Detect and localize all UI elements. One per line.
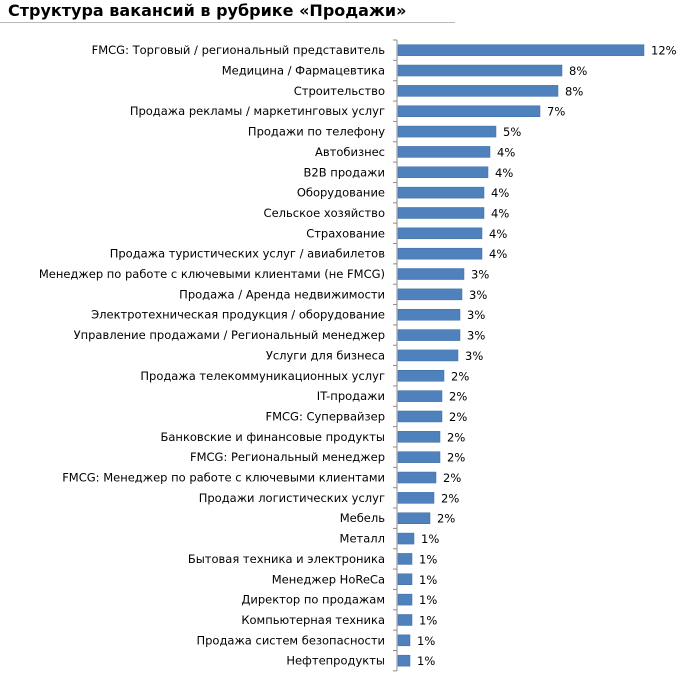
category-label: Медицина / Фармацевтика: [222, 64, 385, 78]
chart-title: Структура вакансий в рубрике «Продажи»: [8, 1, 407, 20]
value-label: 2%: [437, 512, 455, 526]
category-label: IT-продажи: [317, 389, 385, 403]
value-label: 3%: [467, 308, 485, 322]
bar: [397, 329, 461, 341]
value-label: 3%: [471, 268, 489, 282]
bar: [397, 451, 441, 463]
bar: [397, 227, 483, 240]
bar: [397, 614, 413, 626]
category-label: FMCG: Торговый / региональный представит…: [92, 43, 386, 57]
bar: [397, 349, 459, 362]
bar: [397, 553, 413, 565]
bar: [397, 492, 435, 504]
category-label: Продажи по телефону: [248, 125, 385, 139]
value-label: 2%: [451, 369, 469, 383]
value-label: 7%: [547, 105, 565, 119]
category-label: Продажа туристических услуг / авиабилето…: [110, 247, 385, 261]
value-label: 1%: [419, 613, 437, 627]
value-label: 4%: [491, 206, 509, 220]
bar: [397, 105, 541, 117]
category-label: Продажи логистических услуг: [199, 491, 385, 505]
bar: [397, 471, 437, 484]
value-label: 8%: [565, 84, 583, 98]
value-label: 2%: [449, 410, 467, 424]
bar: [397, 410, 443, 423]
bar: [397, 634, 411, 647]
bar: [397, 166, 489, 179]
bar: [397, 125, 497, 138]
category-label: Продажа систем безопасности: [196, 633, 385, 647]
bar: [397, 573, 413, 586]
category-label: Компьютерная техника: [241, 613, 385, 627]
bar: [397, 85, 559, 97]
value-label: 2%: [447, 430, 465, 444]
value-label: 1%: [419, 552, 437, 566]
category-label: Продажа / Аренда недвижимости: [179, 287, 385, 301]
value-label: 2%: [443, 471, 461, 485]
value-label: 2%: [441, 491, 459, 505]
bar: [397, 288, 463, 301]
bar: [397, 308, 461, 321]
category-label: Банковские и финансовые продукты: [161, 430, 386, 444]
category-label: Сельское хозяйство: [264, 206, 385, 220]
category-label: Мебель: [340, 511, 386, 525]
bar: [397, 593, 413, 606]
category-label: Менеджер по работе с ключевыми клиентами…: [39, 267, 385, 281]
category-label: Оборудование: [297, 186, 385, 200]
value-label: 4%: [489, 247, 507, 261]
value-label: 8%: [569, 64, 587, 78]
value-label: 2%: [447, 451, 465, 465]
value-label: 1%: [419, 573, 437, 587]
category-label: FMCG: Региональный менеджер: [190, 450, 385, 464]
value-label: 1%: [419, 593, 437, 607]
category-label: Продажа рекламы / маркетинговых услуг: [130, 104, 385, 118]
category-label: Страхование: [306, 226, 385, 240]
bar: [397, 532, 415, 545]
bar: [397, 654, 411, 667]
value-label: 4%: [495, 166, 513, 180]
category-label: Автобизнес: [315, 145, 385, 159]
value-label: 5%: [503, 125, 521, 139]
value-label: 4%: [497, 145, 515, 159]
value-label: 1%: [417, 634, 435, 648]
bar: [397, 512, 431, 524]
value-label: 3%: [469, 288, 487, 302]
category-label: Продажа телекоммуникационных услуг: [140, 369, 385, 383]
value-label: 1%: [421, 532, 439, 546]
value-label: 4%: [491, 186, 509, 200]
category-label: Бытовая техника и электроника: [188, 552, 385, 566]
bar: [397, 44, 645, 56]
category-label: B2B продажи: [304, 165, 385, 179]
category-label: FMCG: Супервайзер: [265, 409, 385, 423]
bar: [397, 146, 491, 158]
category-label: Металл: [340, 532, 385, 546]
value-label: 3%: [465, 349, 483, 363]
value-label: 2%: [449, 390, 467, 404]
category-label: Менеджер HoReCa: [272, 572, 385, 586]
category-label: Директор по продажам: [241, 593, 385, 607]
value-label: 12%: [651, 44, 677, 58]
bar: [397, 186, 485, 199]
category-label: Управление продажами / Региональный мене…: [74, 328, 385, 342]
category-label: Услуги для бизнеса: [266, 348, 385, 362]
bar: [397, 64, 563, 77]
category-label: FMCG: Менеджер по работе с ключевыми кли…: [62, 471, 385, 485]
category-label: Электротехническая продукция / оборудова…: [91, 308, 385, 322]
value-label: 1%: [417, 654, 435, 668]
bar: [397, 431, 441, 443]
bar: [397, 268, 465, 280]
bar: [397, 247, 483, 260]
title-underline: [0, 22, 455, 23]
bar: [397, 390, 443, 402]
category-label: Строительство: [294, 84, 385, 98]
bar: [397, 370, 445, 382]
value-label: 3%: [467, 329, 485, 343]
value-label: 4%: [489, 227, 507, 241]
bar: [397, 207, 485, 219]
category-label: Нефтепродукты: [286, 654, 385, 668]
